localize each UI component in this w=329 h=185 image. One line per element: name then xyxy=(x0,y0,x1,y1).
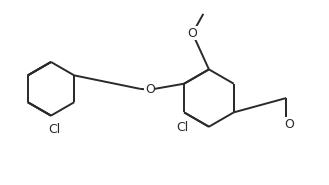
Text: O: O xyxy=(284,118,294,131)
Text: Cl: Cl xyxy=(176,121,189,134)
Text: O: O xyxy=(188,27,197,40)
Text: Cl: Cl xyxy=(48,123,61,136)
Text: O: O xyxy=(145,83,155,96)
